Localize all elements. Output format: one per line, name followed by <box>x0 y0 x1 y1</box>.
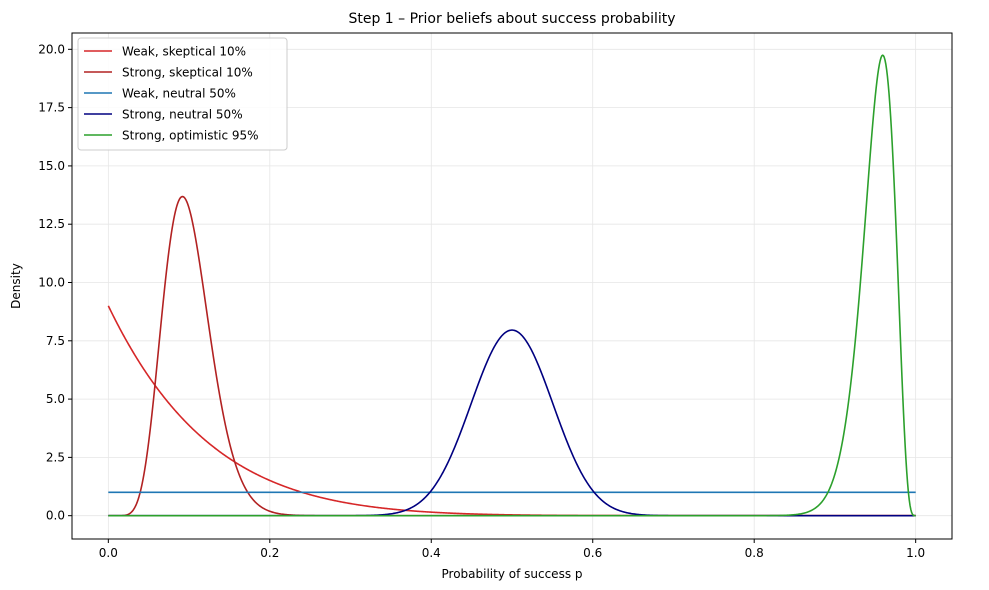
series-line-5 <box>108 54 916 517</box>
legend: Weak, skeptical 10% Strong, skeptical 10%… <box>77 37 288 151</box>
x-axis-label: Probability of success p <box>442 567 583 581</box>
x-tick-label: 0.0 <box>99 546 118 560</box>
legend-label: Strong, optimistic 95% <box>122 129 259 143</box>
legend-box <box>77 37 288 151</box>
x-tick-label: 0.2 <box>260 546 279 560</box>
y-tick-label: 17.5 <box>38 101 65 115</box>
legend-label: Weak, neutral 50% <box>122 87 236 101</box>
plot-frame <box>71 32 953 540</box>
x-tick-label: 0.6 <box>583 546 602 560</box>
y-tick-label: 20.0 <box>38 42 65 56</box>
x-tick-label: 1.0 <box>906 546 925 560</box>
grid <box>72 33 952 539</box>
y-tick-label: 12.5 <box>38 217 65 231</box>
legend-label: Strong, skeptical 10% <box>122 66 253 80</box>
chart-title: Step 1 – Prior beliefs about success pro… <box>348 11 675 27</box>
y-tick-label: 10.0 <box>38 276 65 290</box>
y-axis-ticks: 0.0 2.5 5.0 7.5 10.0 12.5 15.0 17.5 20.0 <box>38 42 72 523</box>
y-tick-label: 5.0 <box>46 392 65 406</box>
y-tick-label: 15.0 <box>38 159 65 173</box>
legend-label: Weak, skeptical 10% <box>122 45 246 59</box>
x-tick-label: 0.4 <box>422 546 441 560</box>
y-tick-label: 7.5 <box>46 334 65 348</box>
legend-label: Strong, neutral 50% <box>122 108 243 122</box>
y-tick-label: 0.0 <box>46 509 65 523</box>
y-axis-label: Density <box>9 263 23 309</box>
x-tick-label: 0.8 <box>745 546 764 560</box>
x-axis-ticks: 0.0 0.2 0.4 0.6 0.8 1.0 <box>99 539 925 560</box>
y-tick-label: 2.5 <box>46 450 65 464</box>
series-lines <box>107 54 916 517</box>
